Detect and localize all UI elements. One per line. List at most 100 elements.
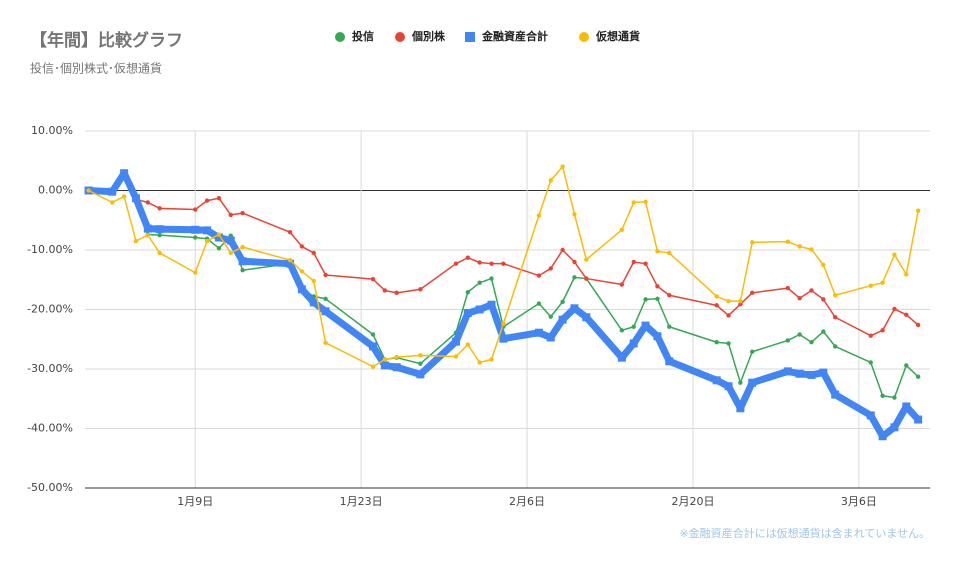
legend-marker (579, 32, 589, 42)
point (560, 247, 565, 253)
point (797, 332, 802, 337)
point (145, 232, 151, 238)
point (797, 295, 802, 301)
point (394, 354, 399, 360)
point (726, 298, 731, 304)
point (785, 239, 790, 244)
legend-label: 投信 (352, 29, 374, 43)
legend-label: 金融資産合計 (481, 29, 548, 43)
point (904, 363, 909, 368)
point (534, 328, 543, 337)
x-tick-label: 2月6日 (509, 495, 545, 508)
chart-title: 【年間】比較グラフ (30, 30, 183, 51)
point (868, 360, 873, 365)
y-tick-label: -50.00% (27, 481, 73, 494)
point (418, 287, 423, 292)
point (368, 342, 377, 351)
point (536, 301, 542, 306)
x-tick-label: 3月6日 (841, 495, 877, 508)
y-tick-label: -30.00% (27, 362, 73, 375)
point (465, 290, 470, 295)
point (631, 324, 636, 329)
point (726, 313, 731, 318)
point (880, 280, 885, 285)
point (902, 402, 911, 411)
legend-marker (395, 32, 405, 42)
point (880, 393, 885, 398)
point (904, 272, 909, 277)
point (785, 285, 790, 291)
point (667, 250, 672, 256)
point (193, 270, 198, 275)
point (323, 340, 328, 346)
point (915, 374, 921, 379)
point (286, 259, 295, 268)
point (131, 194, 140, 203)
point (832, 293, 838, 298)
point (572, 275, 577, 280)
point (145, 200, 151, 205)
point (750, 240, 755, 245)
point (892, 252, 897, 257)
point (665, 357, 674, 366)
point (477, 280, 482, 285)
point (653, 332, 662, 341)
point (157, 206, 162, 211)
point (629, 339, 638, 348)
point (370, 364, 376, 369)
point (120, 169, 129, 178)
point (311, 278, 316, 284)
point (560, 164, 565, 169)
point (868, 283, 873, 288)
point (157, 232, 162, 238)
point (489, 261, 494, 266)
point (831, 390, 840, 399)
point (643, 199, 648, 205)
point (110, 200, 115, 205)
point (582, 313, 591, 322)
point (809, 340, 814, 345)
point (477, 260, 482, 265)
legend-marker (335, 32, 345, 42)
point (86, 188, 91, 193)
point (297, 285, 306, 294)
point (821, 329, 826, 334)
point (133, 238, 139, 244)
point (748, 378, 757, 387)
point (890, 423, 899, 432)
point (832, 344, 838, 349)
point (809, 288, 814, 293)
point (226, 236, 235, 245)
point (714, 340, 719, 345)
point (714, 294, 719, 299)
point (155, 225, 164, 234)
point (570, 304, 579, 313)
point (370, 276, 376, 282)
point (465, 342, 470, 347)
point (914, 415, 923, 424)
point (641, 321, 650, 330)
series-line (88, 174, 919, 399)
x-tick-label: 2月20日 (671, 495, 714, 508)
point (880, 328, 885, 333)
point (643, 297, 648, 302)
point (238, 257, 247, 266)
point (724, 382, 733, 391)
point (453, 354, 459, 359)
point (750, 349, 755, 354)
point (667, 324, 672, 329)
point (191, 225, 200, 234)
chart-subtitle: 投信･個別株式･仮想通貨 (30, 61, 162, 76)
point (797, 244, 802, 249)
point (892, 395, 897, 400)
y-tick-label: -40.00% (27, 422, 73, 435)
point (214, 233, 223, 242)
point (904, 312, 909, 318)
point (655, 248, 660, 254)
point (193, 207, 198, 212)
point (736, 404, 745, 413)
point (738, 380, 743, 385)
point (487, 300, 496, 309)
point (712, 376, 721, 385)
